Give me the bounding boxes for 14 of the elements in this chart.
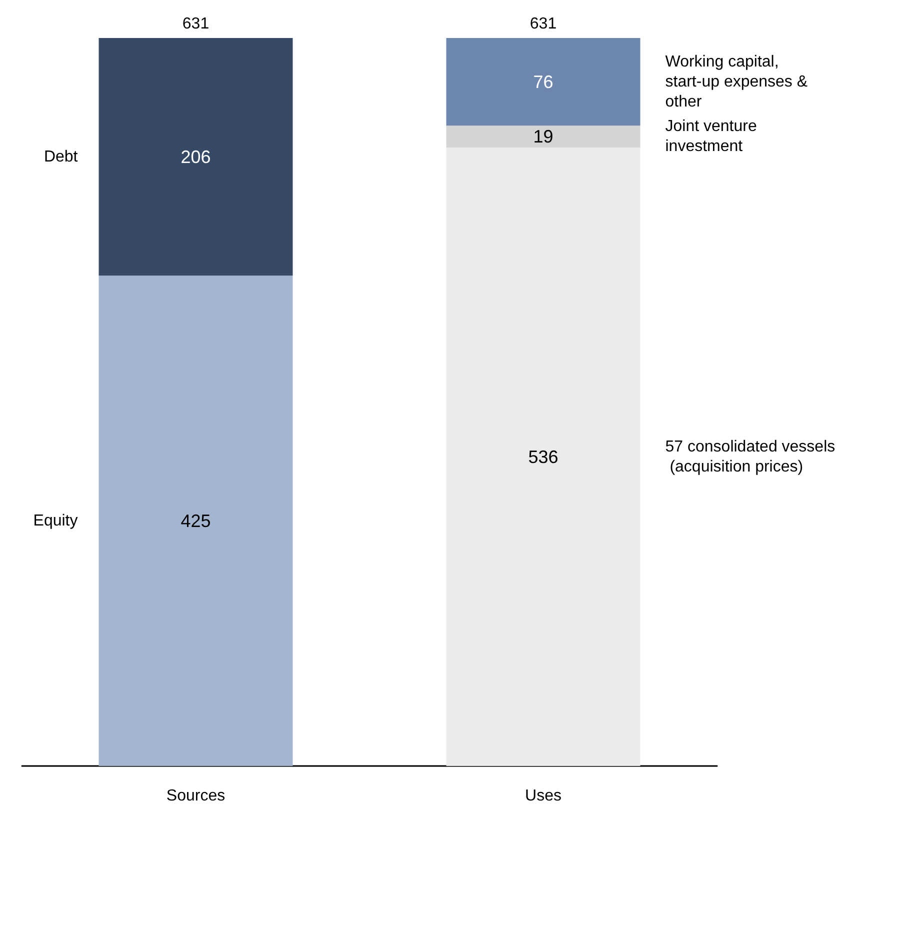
total-label: 631 [182, 16, 210, 32]
total-label: 631 [530, 16, 557, 32]
series-label: Equity [33, 512, 78, 530]
data-label: 76 [533, 72, 554, 92]
x-tick-label: Uses [525, 788, 562, 804]
data-label: 425 [180, 510, 211, 531]
series-label: Working capital, start-up expenses & other [665, 53, 812, 110]
data-label: 19 [533, 126, 554, 147]
data-label: 536 [528, 446, 558, 467]
series-label: 57 consolidated vessels (acquisition prices) [665, 438, 836, 476]
x-tick-label: Sources [166, 788, 226, 804]
data-label: 206 [180, 146, 211, 167]
series-label: Debt [44, 148, 78, 166]
series-label: Joint venture investment [665, 118, 762, 156]
